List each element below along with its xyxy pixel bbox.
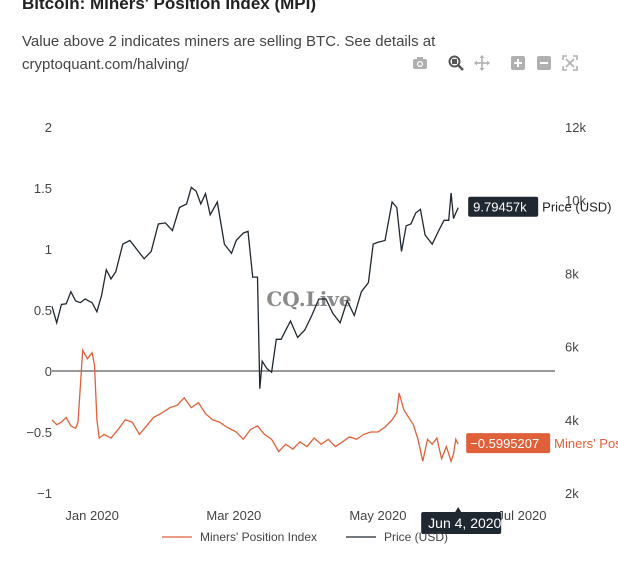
x-tick-label: Jul 2020 xyxy=(497,508,546,523)
chart-legend: Miners' Position Index Price (USD) xyxy=(162,530,448,544)
page-title: Bitcoin: Miners' Position Index (MPI) xyxy=(22,0,316,13)
date-hover-value: Jun 4, 2020 xyxy=(428,515,501,531)
y-right-tick-label: 4k xyxy=(565,413,579,428)
y-left-tick-label: −0.5 xyxy=(26,425,52,440)
y-left-tick-label: 0.5 xyxy=(34,303,52,318)
watermark-logo: CQ.Live xyxy=(266,287,351,311)
price-hover-box xyxy=(468,196,539,217)
date-hover-label: Jun 4, 2020 xyxy=(421,507,502,534)
y-right-tick-label: 2k xyxy=(565,486,579,501)
zoom-in-icon[interactable] xyxy=(510,55,526,71)
x-tick-label: Jan 2020 xyxy=(65,508,119,523)
mpi-hover-box xyxy=(466,433,551,454)
y-right-tick-label: 8k xyxy=(565,266,579,281)
chart-modebar xyxy=(410,55,590,73)
legend-mpi-label[interactable]: Miners' Position Index xyxy=(200,530,317,544)
mpi-hover-value: −0.5995207 xyxy=(470,436,539,451)
mpi-series-line xyxy=(51,348,459,464)
price-hover-label: 9.79457k Price (USD) xyxy=(468,196,612,217)
page-subtitle: Value above 2 indicates miners are selli… xyxy=(22,33,436,73)
y-left-tick-label: 1 xyxy=(45,242,52,257)
x-tick-label: Mar 2020 xyxy=(206,508,261,523)
y-left-tick-label: 2 xyxy=(45,120,52,135)
date-hover-pointer xyxy=(455,507,462,512)
pan-icon[interactable] xyxy=(474,55,490,71)
autoscale-icon[interactable] xyxy=(562,55,578,71)
date-hover-box xyxy=(421,512,502,534)
legend-price-label[interactable]: Price (USD) xyxy=(384,530,448,544)
zoom-out-icon[interactable] xyxy=(536,55,552,71)
y-left-tick-label: −1 xyxy=(37,486,52,501)
y-right-tick-label: 10k xyxy=(565,193,586,208)
x-tick-label: May 2020 xyxy=(349,508,406,523)
zoom-icon[interactable] xyxy=(448,55,464,71)
y-right-tick-label: 6k xyxy=(565,340,579,355)
price-hover-series: Price (USD) xyxy=(542,200,611,215)
y-left-tick-label: 1.5 xyxy=(34,181,52,196)
price-series-line xyxy=(51,186,459,389)
camera-icon[interactable] xyxy=(412,55,428,71)
mpi-hover-series: Miners' Posi... xyxy=(554,436,618,451)
mpi-hover-label: −0.5995207 Miners' Posi... xyxy=(466,433,618,454)
price-hover-value: 9.79457k xyxy=(473,200,527,215)
y-right-tick-label: 12k xyxy=(565,120,586,135)
y-left-tick-label: 0 xyxy=(45,364,52,379)
